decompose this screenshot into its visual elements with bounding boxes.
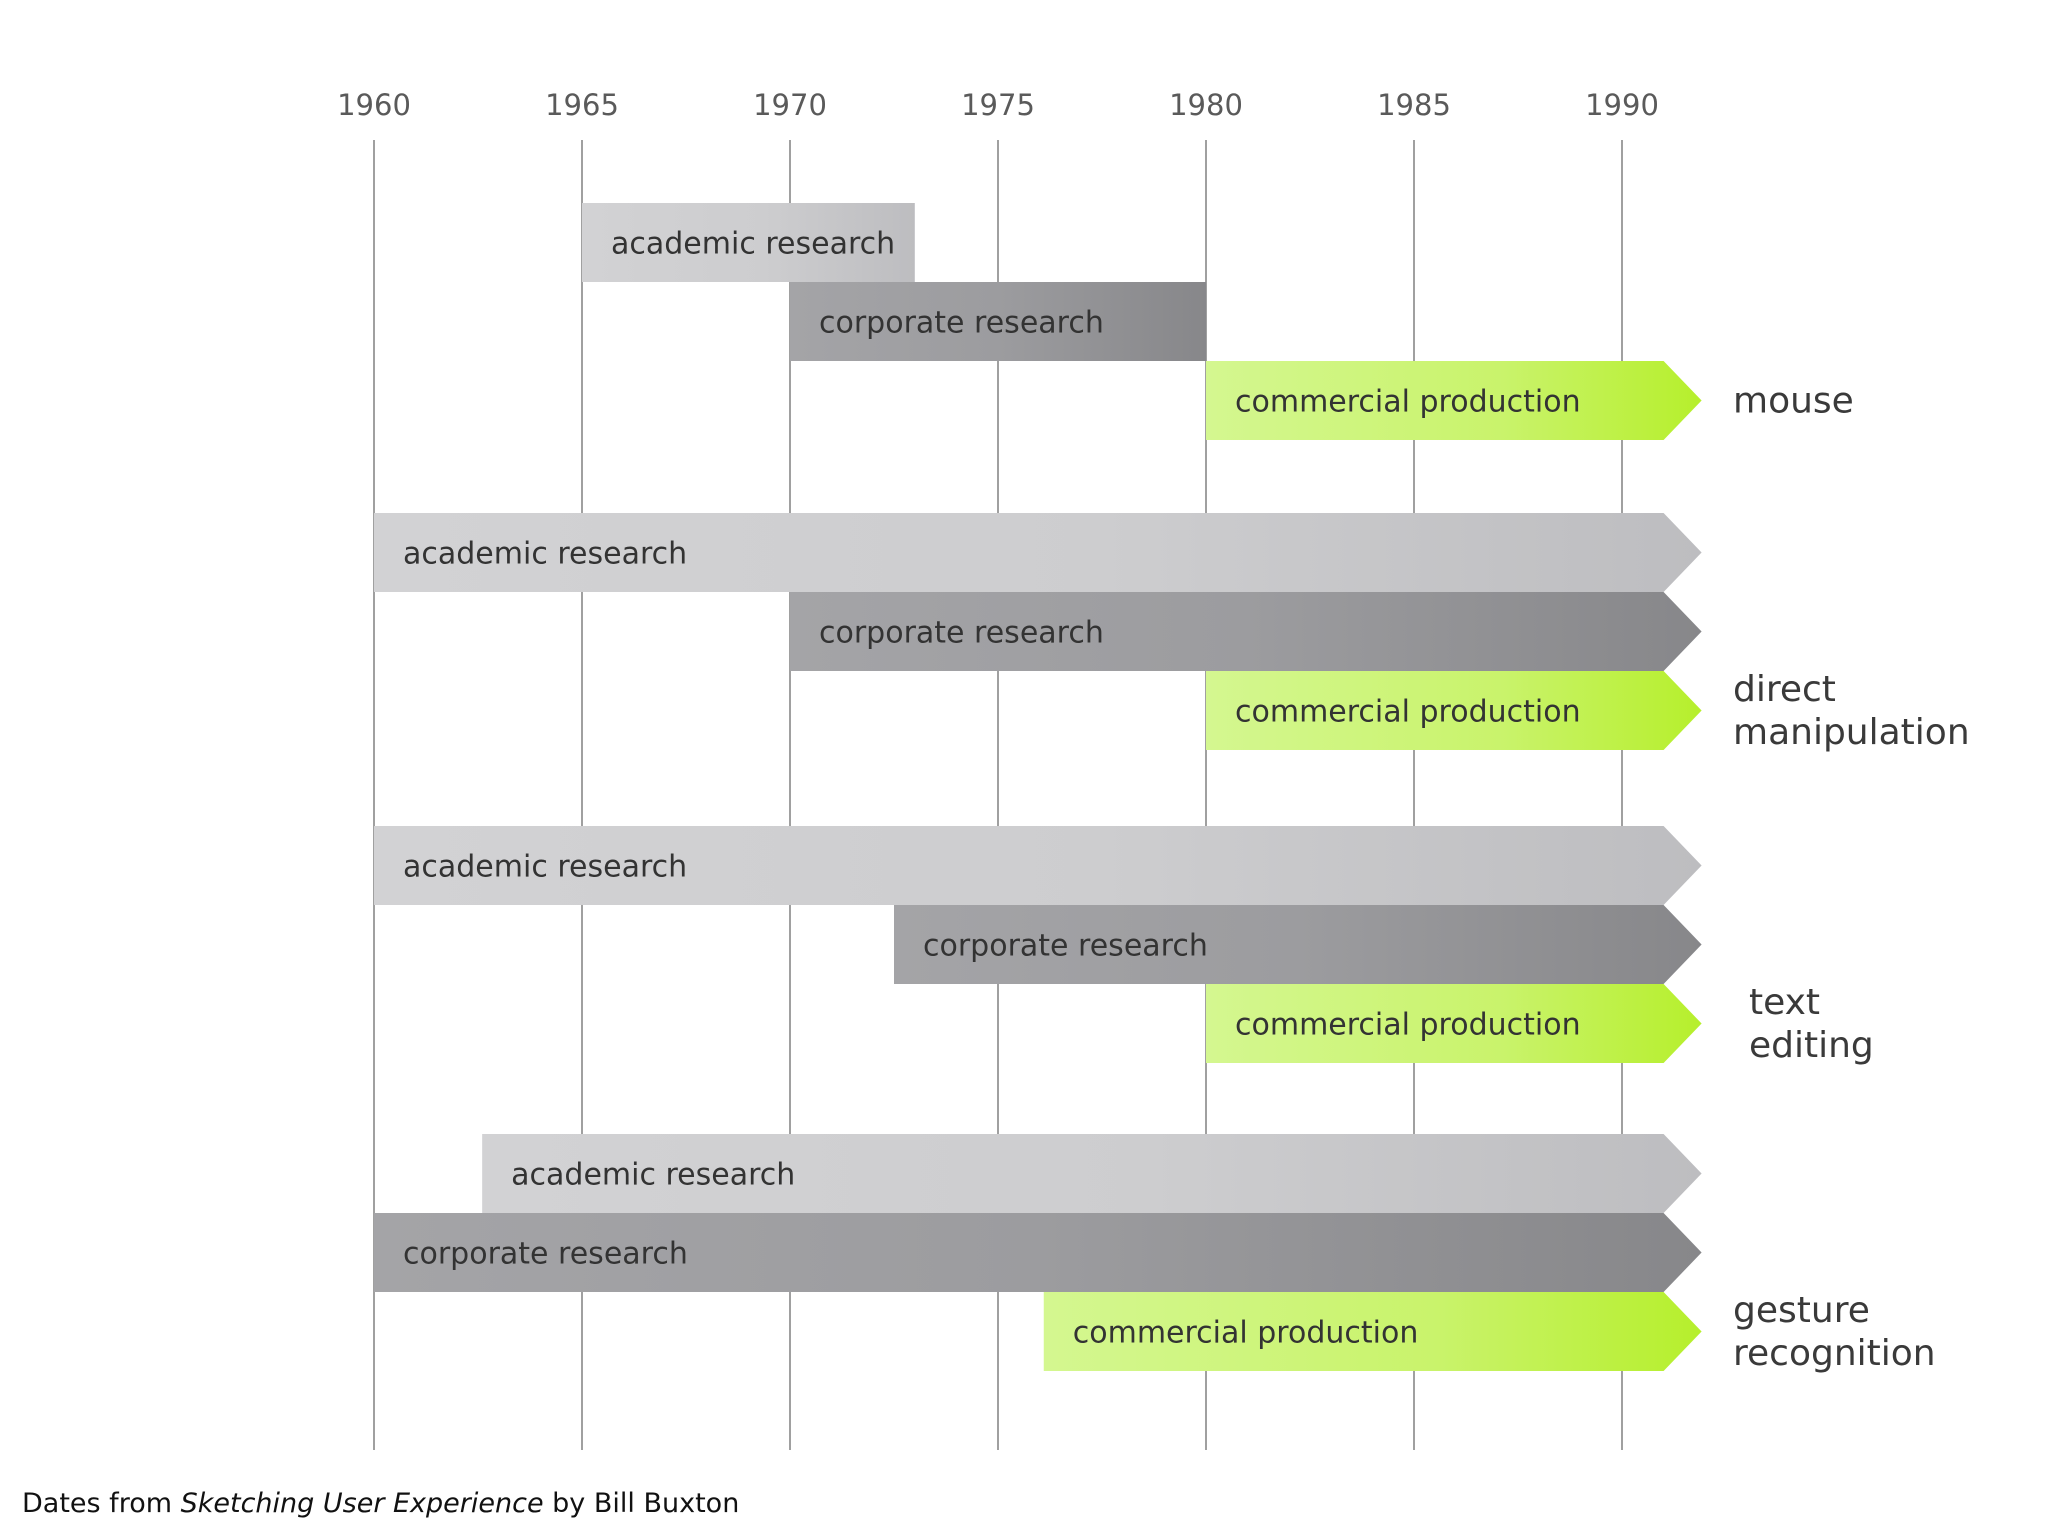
commercial-bar-label: commercial production (1235, 385, 1581, 420)
academic-bar-label: academic research (611, 227, 895, 262)
group-label: manipulation (1733, 712, 1970, 753)
timeline-group: academic research corporate research comme… (374, 513, 1702, 750)
timeline-group: academic research corporate research comme… (582, 203, 1702, 440)
x-tick-label: 1970 (753, 88, 827, 122)
commercial-bar (1206, 671, 1702, 750)
x-tick-label: 1975 (961, 88, 1035, 122)
corporate-bar (790, 592, 1702, 671)
x-tick-label: 1965 (545, 88, 619, 122)
commercial-bar (1206, 361, 1702, 440)
timeline-group: academic research corporate research comme… (374, 826, 1702, 1063)
corporate-bar (374, 1213, 1702, 1292)
group-label: text (1749, 982, 1820, 1023)
academic-bar-label: academic research (403, 850, 687, 885)
caption-prefix: Dates from (22, 1488, 181, 1519)
x-tick-label: 1960 (337, 88, 411, 122)
commercial-bar-label: commercial production (1235, 1008, 1581, 1043)
corporate-bar-label: corporate research (819, 306, 1104, 341)
bars: academic research corporate research comme… (374, 203, 1702, 1371)
x-axis-ticks: 1960 1965 1970 1975 1980 1985 1990 (337, 88, 1659, 122)
commercial-bar (1043, 1292, 1702, 1371)
timeline-group: academic research corporate research comme… (374, 1134, 1702, 1371)
corporate-bar (894, 905, 1702, 984)
caption-suffix: by Bill Buxton (543, 1488, 740, 1519)
source-caption: Dates from Sketching User Experience by … (22, 1488, 739, 1519)
caption-book-title: Sketching User Experience (180, 1488, 544, 1519)
commercial-bar-label: commercial production (1073, 1316, 1419, 1351)
academic-bar (482, 1134, 1702, 1213)
group-label: editing (1749, 1025, 1874, 1066)
corporate-bar-label: corporate research (819, 616, 1104, 651)
corporate-bar-label: corporate research (403, 1237, 688, 1272)
group-label: gesture (1733, 1290, 1870, 1331)
x-tick-label: 1980 (1169, 88, 1243, 122)
group-label: recognition (1733, 1333, 1936, 1374)
academic-bar (374, 513, 1702, 592)
commercial-bar (1206, 984, 1702, 1063)
group-label: mouse (1733, 381, 1854, 422)
corporate-bar (790, 282, 1206, 361)
academic-bar-label: academic research (511, 1158, 795, 1193)
commercial-bar-label: commercial production (1235, 695, 1581, 730)
group-label: direct (1733, 669, 1836, 710)
x-tick-label: 1990 (1585, 88, 1659, 122)
corporate-bar-label: corporate research (923, 929, 1208, 964)
x-tick-label: 1985 (1377, 88, 1451, 122)
academic-bar (374, 826, 1702, 905)
academic-bar (582, 203, 915, 282)
academic-bar-label: academic research (403, 537, 687, 572)
